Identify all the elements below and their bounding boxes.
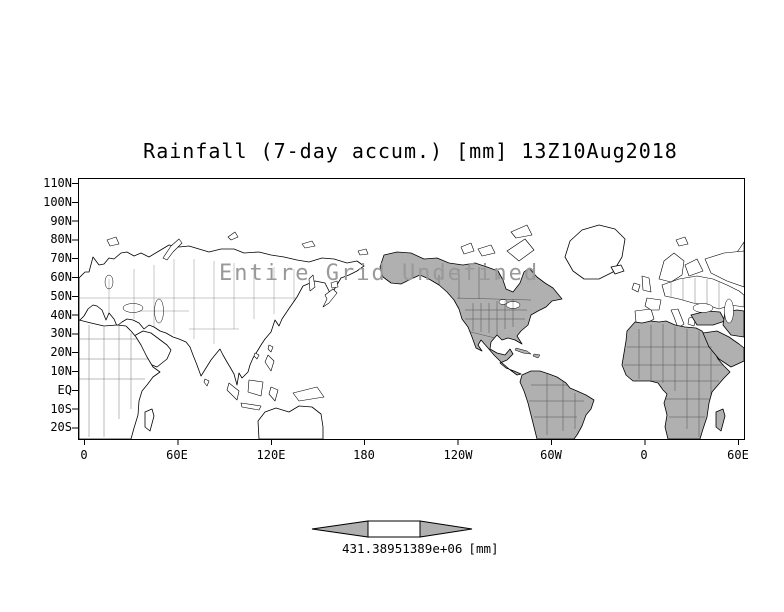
y-axis-tick-label: 70N [50, 251, 72, 265]
y-axis-tick-label: 100N [43, 195, 72, 209]
grid-undefined-watermark: Entire Grid Undefined [219, 261, 540, 286]
x-axis-tick-label: 60W [540, 448, 562, 462]
x-axis-tick-label: 60E [166, 448, 188, 462]
continent-south-america [519, 370, 595, 439]
y-axis-tick-label: 110N [43, 176, 72, 190]
colorbar-middle-cell [367, 520, 421, 538]
island-iceland [610, 264, 625, 275]
y-axis-tick-label: 40N [50, 308, 72, 322]
y-axis-tick-label: 50N [50, 289, 72, 303]
y-axis-tick-label: 10S [50, 402, 72, 416]
island-madagascar-right [715, 408, 726, 432]
y-axis-tick-label: 20S [50, 420, 72, 434]
borders-europe-right [670, 278, 720, 308]
island-madagascar-left [144, 408, 155, 432]
y-axis-tick-label: 60N [50, 270, 72, 284]
x-axis-ticks [84, 439, 739, 445]
colorbar [311, 520, 473, 542]
continent-north-america [379, 251, 563, 376]
colorbar-right-arrow [419, 520, 473, 538]
colorbar-graphic [311, 520, 473, 538]
y-axis-ticks [72, 183, 78, 429]
x-axis-tick-label: 180 [353, 448, 375, 462]
colorbar-left-arrow [311, 520, 369, 538]
map-plot-area: Entire Grid Undefined [78, 178, 745, 440]
continent-australia [257, 405, 324, 439]
y-axis-tick-label: 10N [50, 364, 72, 378]
island-hispaniola [532, 353, 541, 359]
x-axis-tick-label: 0 [80, 448, 88, 462]
borders-eurasia [79, 259, 329, 344]
island-cuba [514, 347, 532, 355]
x-axis-tick-label: 0 [640, 448, 648, 462]
y-axis-tick-label: 20N [50, 345, 72, 359]
region-arabia-right [702, 330, 744, 368]
x-axis-tick-label: 60E [727, 448, 749, 462]
chart-title: Rainfall (7-day accum.) [mm] 13Z10Aug201… [143, 139, 678, 163]
region-turkey [690, 310, 726, 326]
colorbar-unit-label: [mm] [468, 541, 499, 556]
islands-arctic [106, 224, 744, 262]
world-map [79, 224, 744, 439]
islands-southeast-asia [203, 344, 325, 411]
colorbar-labels: 431.38951389e+06 [mm] [342, 541, 499, 556]
x-axis-tick-label: 120W [443, 448, 473, 462]
region-europe-right [631, 250, 744, 329]
colorbar-tick-label: 431.389 [342, 541, 395, 556]
island-greenland [564, 224, 626, 280]
borders-africa-left [79, 325, 151, 437]
y-axis-tick-label: EQ [57, 383, 72, 397]
colorbar-tick-label: 51389e+06 [394, 541, 463, 556]
islands-japan [308, 274, 339, 308]
continent-africa-left [79, 319, 161, 439]
borders-africa-right [624, 324, 727, 437]
y-axis-tick-label: 30N [50, 326, 72, 340]
x-axis-tick-label: 120E [256, 448, 286, 462]
borders-south-america [529, 373, 584, 435]
y-axis-tick-label: 90N [50, 214, 72, 228]
y-axis-tick-label: 80N [50, 232, 72, 246]
